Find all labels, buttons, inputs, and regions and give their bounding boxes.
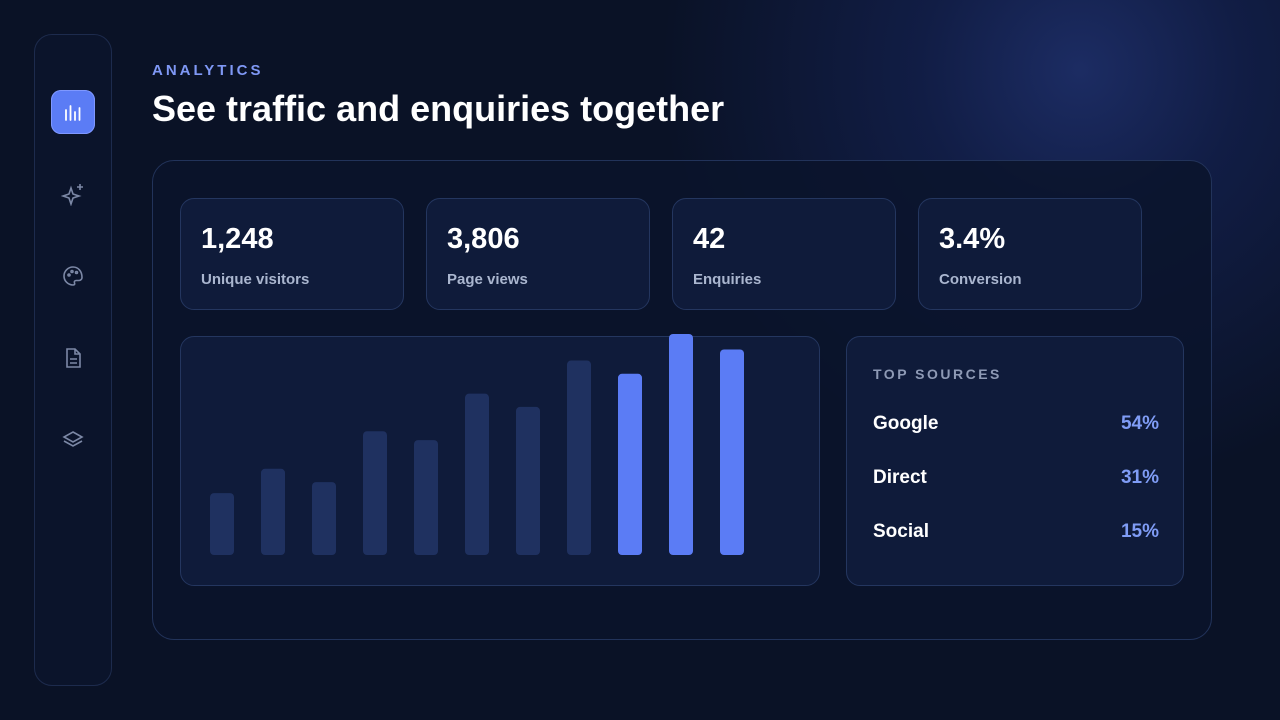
source-row: Google 54% bbox=[873, 413, 1159, 435]
bar bbox=[210, 493, 234, 555]
bar-chart bbox=[210, 334, 744, 555]
source-share: 31% bbox=[1120, 467, 1159, 488]
sources-title: TOP SOURCES bbox=[873, 366, 1002, 382]
stat-label: Unique visitors bbox=[201, 271, 310, 288]
source-name: Social bbox=[873, 521, 929, 542]
document-nav[interactable] bbox=[51, 336, 95, 380]
source-share: 54% bbox=[1120, 413, 1159, 434]
sparkle-icon bbox=[61, 184, 83, 206]
palette-icon bbox=[63, 266, 83, 286]
source-row: Social 15% bbox=[873, 521, 1159, 543]
sidebar bbox=[34, 34, 112, 686]
source-row: Direct 31% bbox=[873, 467, 1159, 489]
stat-value: 3.4% bbox=[939, 223, 1006, 255]
page-title: See traffic and enquiries together bbox=[152, 88, 725, 129]
bar bbox=[669, 334, 693, 555]
stat-value: 3,806 bbox=[447, 223, 520, 255]
document-icon bbox=[66, 348, 81, 368]
bar bbox=[363, 431, 387, 555]
palette-nav[interactable] bbox=[51, 254, 95, 298]
stat-value: 42 bbox=[693, 223, 726, 255]
sources-panel: TOP SOURCES Google 54% Direct 31% Social 15% bbox=[846, 336, 1184, 586]
chart-panel bbox=[180, 336, 820, 586]
bar bbox=[312, 482, 336, 555]
stat-card: 1,248 Unique visitors bbox=[180, 198, 404, 310]
source-name: Google bbox=[873, 413, 939, 434]
stat-label: Conversion bbox=[939, 271, 1022, 288]
stat-card: 3.4% Conversion bbox=[918, 198, 1142, 310]
stat-value: 1,248 bbox=[201, 223, 274, 255]
source-share: 15% bbox=[1120, 521, 1159, 542]
bar bbox=[261, 468, 285, 555]
bar bbox=[567, 360, 591, 555]
analytics-icon bbox=[65, 105, 81, 121]
stat-label: Page views bbox=[447, 271, 528, 288]
bar bbox=[720, 349, 744, 555]
stat-label: Enquiries bbox=[693, 271, 762, 288]
layers-icon bbox=[62, 431, 84, 447]
bar bbox=[516, 406, 540, 555]
layers-nav[interactable] bbox=[51, 418, 95, 462]
analytics-nav[interactable] bbox=[51, 90, 95, 134]
stat-card: 42 Enquiries bbox=[672, 198, 896, 310]
stat-card: 3,806 Page views bbox=[426, 198, 650, 310]
sparkle-nav[interactable] bbox=[51, 172, 95, 216]
source-name: Direct bbox=[873, 467, 927, 488]
bar bbox=[465, 393, 489, 555]
bar bbox=[618, 373, 642, 555]
eyebrow: ANALYTICS bbox=[152, 62, 264, 79]
bar bbox=[414, 440, 438, 555]
